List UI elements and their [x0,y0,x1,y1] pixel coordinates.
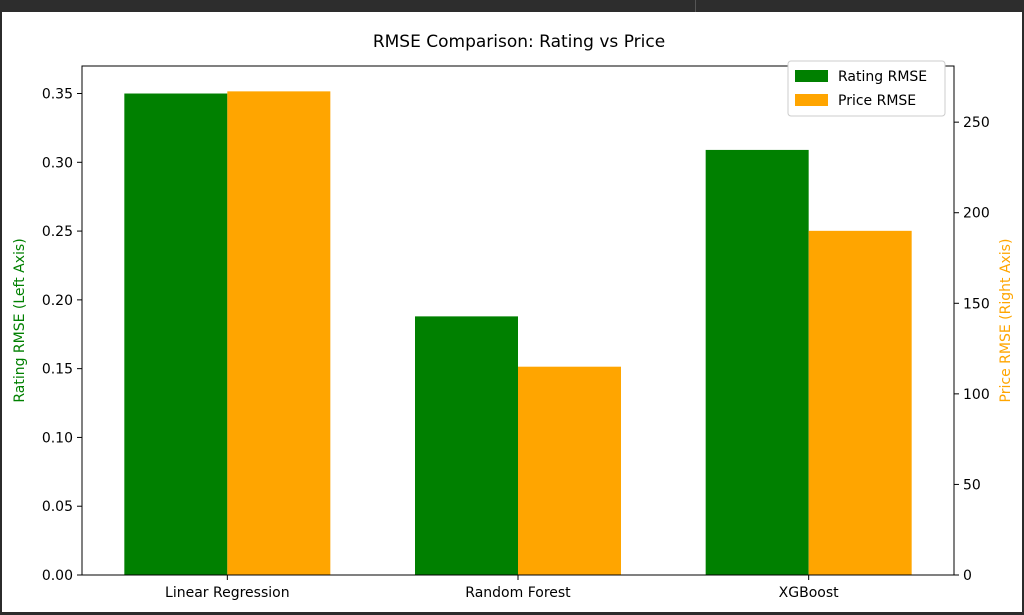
right-tick-label: 150 [963,296,990,312]
chart-svg: RMSE Comparison: Rating vs Price 0.000.0… [12,32,1014,601]
bars-group [124,91,912,576]
right-tick-label: 250 [963,115,990,131]
left-tick-label: 0.05 [42,499,73,515]
top-bar-divider [695,0,696,12]
chart-title: RMSE Comparison: Rating vs Price [373,32,665,52]
left-tick-label: 0.15 [42,362,73,378]
bar-price-2 [808,230,912,575]
right-axis-ticks: 0 50 100 150 200 250 [954,115,990,584]
legend-label-rating: Rating RMSE [838,69,927,85]
right-tick-label: 0 [963,568,972,584]
bar-price-1 [518,366,621,575]
bar-rating-2 [705,149,809,576]
x-tick-label: XGBoost [779,585,839,601]
right-tick-label: 200 [963,206,990,222]
x-tick-label: Random Forest [465,585,571,601]
legend-swatch-price [795,94,828,106]
y-axis-label-left: Rating RMSE (Left Axis) [12,238,28,402]
bar-rating-1 [415,316,518,575]
left-tick-label: 0.10 [42,430,73,446]
left-tick-label: 0.35 [42,87,73,103]
right-tick-label: 50 [963,477,981,493]
plot-frame [81,65,955,576]
bar-rating-0 [124,93,228,575]
bar-price-0 [227,91,331,575]
left-axis-ticks: 0.00 0.05 0.10 0.15 0.20 0.25 0.30 0.35 [42,87,82,584]
y-axis-label-right: Price RMSE (Right Axis) [998,239,1014,403]
legend-swatch-rating [795,70,828,82]
right-tick-label: 100 [963,387,990,403]
left-tick-label: 0.20 [42,293,73,309]
legend-label-price: Price RMSE [838,93,916,109]
chart-legend: Rating RMSE Price RMSE [787,60,946,117]
left-tick-label: 0.00 [42,568,73,584]
left-tick-label: 0.25 [42,224,73,240]
chart-figure: RMSE Comparison: Rating vs Price 0.00 0.0… [2,12,1022,612]
x-axis-ticks: Linear Regression Random Forest XGBoost [165,575,839,601]
window-top-bar [0,0,1024,12]
left-tick-label: 0.30 [42,155,73,171]
x-tick-label: Linear Regression [165,585,290,601]
